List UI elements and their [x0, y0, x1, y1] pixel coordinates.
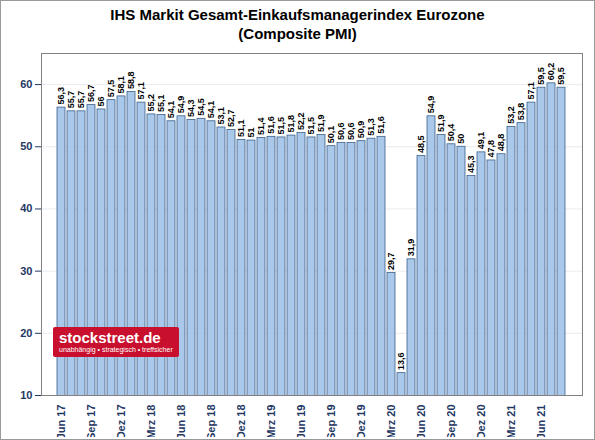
- svg-text:Jun 19: Jun 19: [295, 405, 307, 438]
- svg-text:51,9: 51,9: [316, 114, 326, 132]
- svg-text:Sep 19: Sep 19: [325, 405, 337, 438]
- svg-text:45,3: 45,3: [466, 155, 476, 173]
- svg-text:51,1: 51,1: [236, 119, 246, 137]
- svg-text:48,5: 48,5: [416, 136, 426, 154]
- svg-text:55,2: 55,2: [146, 94, 156, 112]
- svg-text:Sep 18: Sep 18: [205, 405, 217, 438]
- svg-text:54,1: 54,1: [166, 101, 176, 119]
- svg-text:Jun 21: Jun 21: [535, 405, 547, 438]
- svg-text:Sep 20: Sep 20: [445, 405, 457, 438]
- svg-text:51,9: 51,9: [436, 114, 446, 132]
- svg-text:55,1: 55,1: [156, 95, 166, 113]
- svg-text:54,1: 54,1: [206, 101, 216, 119]
- svg-text:56,7: 56,7: [86, 85, 96, 103]
- svg-text:51,3: 51,3: [366, 118, 376, 136]
- svg-text:48,8: 48,8: [496, 134, 506, 152]
- svg-text:56,3: 56,3: [56, 87, 66, 105]
- svg-text:Jun 20: Jun 20: [415, 405, 427, 438]
- svg-text:31,9: 31,9: [406, 239, 416, 257]
- svg-text:20: 20: [20, 327, 32, 339]
- svg-text:Mrz 19: Mrz 19: [265, 405, 277, 438]
- svg-text:60: 60: [20, 78, 32, 90]
- svg-text:51,4: 51,4: [256, 118, 266, 136]
- svg-text:54,9: 54,9: [426, 96, 436, 114]
- svg-text:50: 50: [20, 140, 32, 152]
- html-text:IHS Markit Gesamt-Einkaufsmana: IHS Markit Gesamt-Einkaufsmanagerindex E…: [110, 6, 485, 23]
- svg-text:Sep 17: Sep 17: [85, 405, 97, 438]
- svg-text:54,9: 54,9: [176, 96, 186, 114]
- svg-text:50,6: 50,6: [336, 123, 346, 141]
- svg-text:10: 10: [20, 389, 32, 401]
- svg-text:50,1: 50,1: [326, 126, 336, 144]
- svg-text:Dez 19: Dez 19: [355, 405, 367, 438]
- svg-text:Jun 18: Jun 18: [175, 405, 187, 438]
- svg-text:50: 50: [456, 134, 466, 144]
- html-text:(Composite PMI): (Composite PMI): [238, 25, 357, 42]
- svg-text:57,5: 57,5: [106, 80, 116, 98]
- html-text:stockstreet.de: stockstreet.de: [59, 329, 161, 346]
- svg-text:Mrz 18: Mrz 18: [145, 405, 157, 438]
- svg-text:54,3: 54,3: [186, 100, 196, 118]
- svg-text:51,6: 51,6: [376, 116, 386, 134]
- svg-text:53,8: 53,8: [516, 103, 526, 121]
- svg-text:Dez 17: Dez 17: [115, 405, 127, 438]
- svg-text:30: 30: [20, 265, 32, 277]
- svg-text:51,6: 51,6: [266, 116, 276, 134]
- svg-text:56: 56: [96, 96, 106, 106]
- svg-text:50,9: 50,9: [356, 121, 366, 139]
- svg-text:53,1: 53,1: [216, 107, 226, 125]
- svg-text:52,2: 52,2: [296, 113, 306, 131]
- svg-text:57,1: 57,1: [136, 82, 146, 100]
- svg-text:51,5: 51,5: [276, 117, 286, 135]
- svg-text:Dez 20: Dez 20: [475, 405, 487, 438]
- svg-text:13,6: 13,6: [396, 353, 406, 371]
- svg-text:57,1: 57,1: [526, 82, 536, 100]
- svg-text:49,1: 49,1: [476, 132, 486, 150]
- svg-text:40: 40: [20, 202, 32, 214]
- svg-text:55,7: 55,7: [66, 91, 76, 109]
- svg-text:53,2: 53,2: [506, 106, 516, 124]
- svg-text:58,8: 58,8: [126, 72, 136, 90]
- svg-text:Jun 17: Jun 17: [55, 405, 67, 438]
- svg-text:51,5: 51,5: [306, 117, 316, 135]
- svg-text:51,8: 51,8: [286, 115, 296, 133]
- svg-text:59,5: 59,5: [556, 67, 566, 85]
- svg-text:47,8: 47,8: [486, 140, 496, 158]
- svg-text:59,5: 59,5: [536, 67, 546, 85]
- svg-text:50,6: 50,6: [346, 123, 356, 141]
- svg-text:60,2: 60,2: [546, 63, 556, 81]
- svg-text:50,4: 50,4: [446, 124, 456, 142]
- svg-text:Dez 18: Dez 18: [235, 405, 247, 438]
- svg-text:55,7: 55,7: [76, 91, 86, 109]
- svg-text:Mrz 21: Mrz 21: [505, 405, 517, 438]
- svg-text:51: 51: [246, 128, 256, 138]
- svg-text:29,7: 29,7: [386, 252, 396, 270]
- svg-text:52,7: 52,7: [226, 109, 236, 127]
- svg-text:54,5: 54,5: [196, 98, 206, 116]
- svg-text:58,1: 58,1: [116, 76, 126, 94]
- svg-text:Mrz 20: Mrz 20: [385, 405, 397, 438]
- html-text:unabhängig • strategisch • tre: unabhängig • strategisch • treffsicher: [59, 346, 173, 353]
